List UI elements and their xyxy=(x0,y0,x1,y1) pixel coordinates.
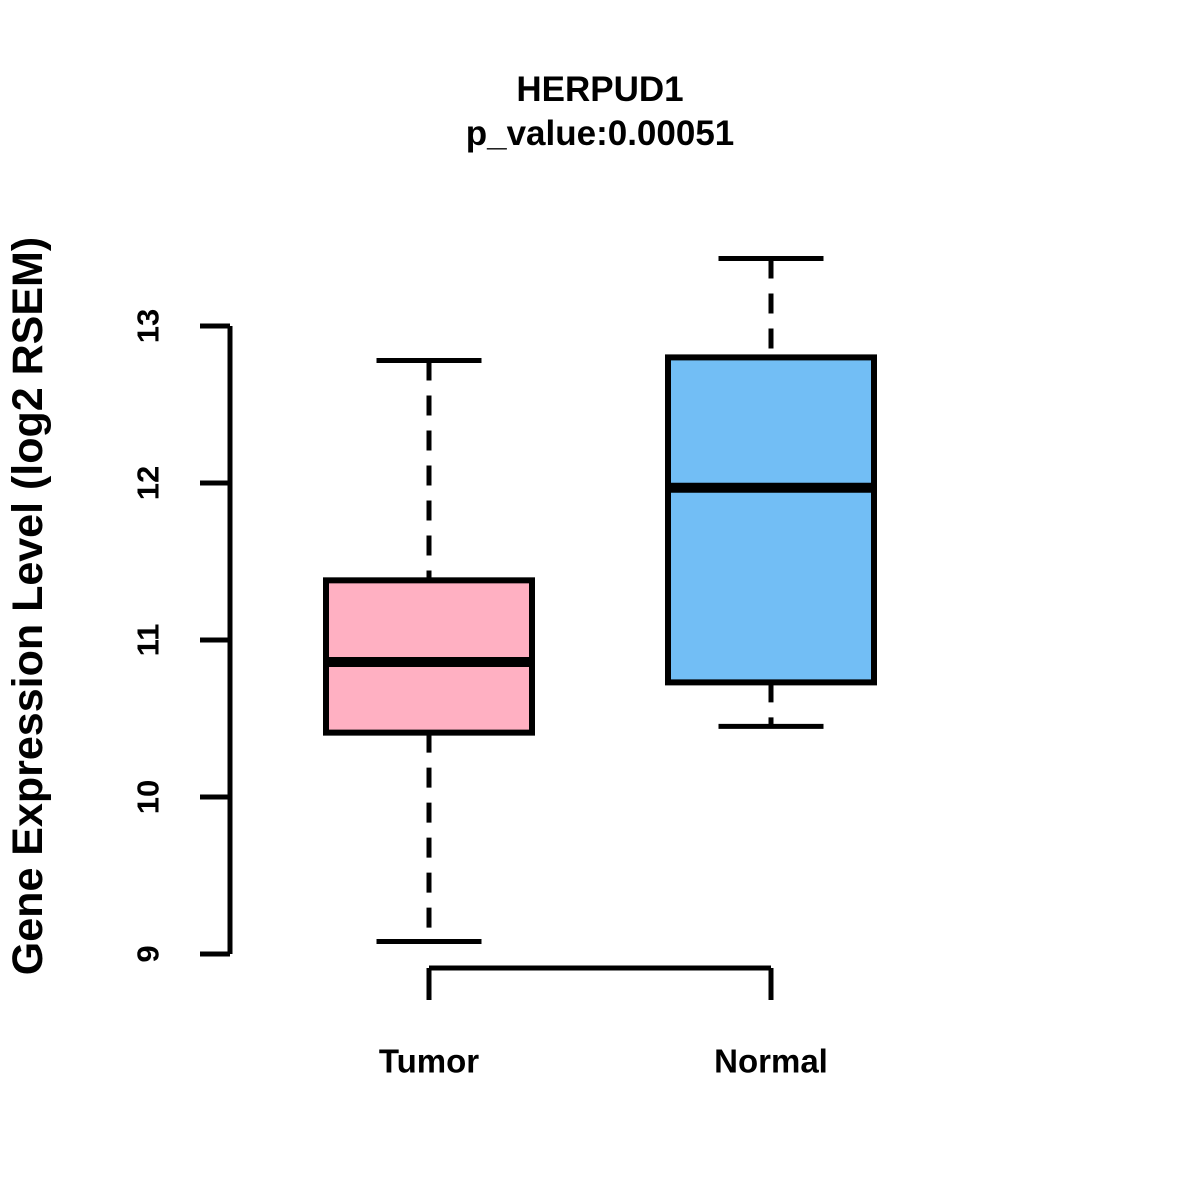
title-block: HERPUD1 p_value:0.00051 xyxy=(0,68,1200,156)
x-category-label: Normal xyxy=(714,1043,828,1080)
box-tumor xyxy=(323,577,535,736)
y-tick-label: 12 xyxy=(131,466,166,500)
box-normal xyxy=(665,354,877,686)
y-tick-label: 11 xyxy=(131,624,166,657)
y-tick-label: 10 xyxy=(131,780,166,814)
y-tick-label: 13 xyxy=(131,309,166,343)
chart-title: HERPUD1 xyxy=(516,70,684,109)
x-category-label: Tumor xyxy=(379,1043,479,1080)
y-tick-label: 9 xyxy=(131,945,166,962)
chart-subtitle: p_value:0.00051 xyxy=(465,114,735,153)
